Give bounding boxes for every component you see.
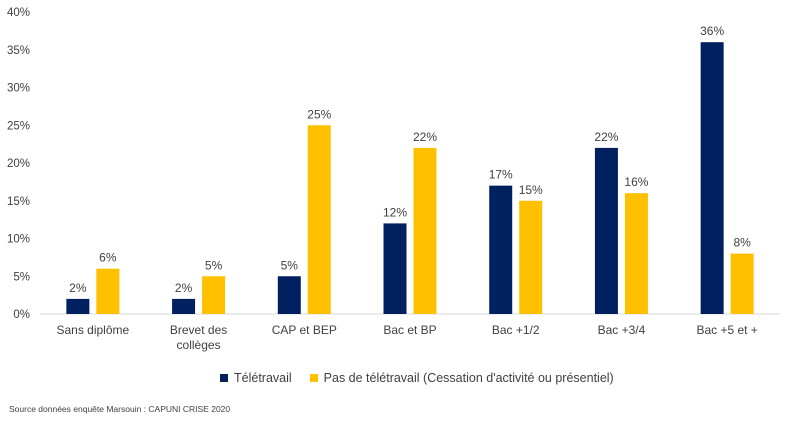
category-label: Brevet des [170, 323, 227, 337]
bar-chart: 0% 5% 10% 15% 20% 25% 30% 35% 40% 2% 6% 2% 5% 5% 25% 1… [7, 7, 780, 352]
bar-teletravail [66, 298, 90, 314]
y-tick-label: 10% [7, 234, 30, 246]
data-label: 2% [69, 281, 87, 295]
data-label: 36% [700, 24, 724, 38]
legend-label-pas-de-teletravail: Pas de télétravail (Cessation d'activité… [323, 371, 614, 385]
bars [66, 42, 754, 314]
y-tick-label: 40% [7, 7, 30, 19]
bar-teletravail [172, 298, 196, 314]
legend-swatch-teletravail [220, 374, 228, 382]
data-label: 12% [383, 205, 407, 219]
bar-teletravail [489, 185, 513, 314]
bar-pas-de-teletravail [307, 125, 331, 314]
legend-label-teletravail: Télétravail [234, 371, 292, 385]
y-tick-label: 20% [7, 158, 30, 170]
category-label: Bac et BP [383, 323, 436, 337]
data-label: 16% [624, 175, 648, 189]
legend-swatch-pas-de-teletravail [309, 374, 318, 382]
data-label: 22% [594, 130, 618, 144]
category-label: Bac +3/4 [598, 323, 646, 337]
data-label: 22% [413, 130, 437, 144]
bar-pas-de-teletravail [96, 268, 120, 314]
data-label: 25% [307, 107, 331, 121]
data-label: 5% [281, 258, 299, 272]
y-tick-label: 0% [13, 309, 30, 321]
bar-pas-de-teletravail [413, 147, 437, 314]
legend-item-teletravail: Télétravail [220, 371, 292, 385]
data-label: 15% [519, 183, 543, 197]
bar-teletravail [383, 223, 407, 314]
y-tick-label: 30% [7, 83, 30, 95]
y-tick-label: 5% [13, 271, 30, 283]
y-tick-label: 35% [7, 45, 30, 57]
legend: Télétravail Pas de télétravail (Cessatio… [220, 371, 632, 385]
y-axis: 0% 5% 10% 15% 20% 25% 30% 35% 40% [7, 7, 30, 321]
bar-pas-de-teletravail [730, 253, 754, 314]
data-label: 5% [205, 258, 223, 272]
category-label: Bac +5 et + [696, 323, 757, 337]
bar-teletravail [594, 147, 618, 314]
data-label: 6% [99, 251, 117, 265]
bar-teletravail [700, 42, 724, 314]
data-labels: 2% 6% 2% 5% 5% 25% 12% 22% 17% 15% 22% 16% 36% 8% [69, 24, 751, 295]
y-tick-label: 15% [7, 196, 30, 208]
bar-pas-de-teletravail [202, 276, 226, 314]
bar-pas-de-teletravail [519, 200, 543, 314]
data-label: 2% [175, 281, 193, 295]
category-label: collèges [177, 338, 221, 352]
category-label: Bac +1/2 [492, 323, 540, 337]
category-label: Sans diplôme [56, 323, 129, 337]
bar-pas-de-teletravail [624, 193, 648, 314]
category-label: CAP et BEP [272, 323, 337, 337]
legend-item-pas-de-teletravail: Pas de télétravail (Cessation d'activité… [309, 371, 614, 385]
data-label: 8% [733, 236, 751, 250]
bar-teletravail [277, 276, 301, 314]
source-note: Source données enquête Marsouin : CAPUNI… [9, 404, 231, 414]
data-label: 17% [489, 168, 513, 182]
y-tick-label: 25% [7, 120, 30, 132]
